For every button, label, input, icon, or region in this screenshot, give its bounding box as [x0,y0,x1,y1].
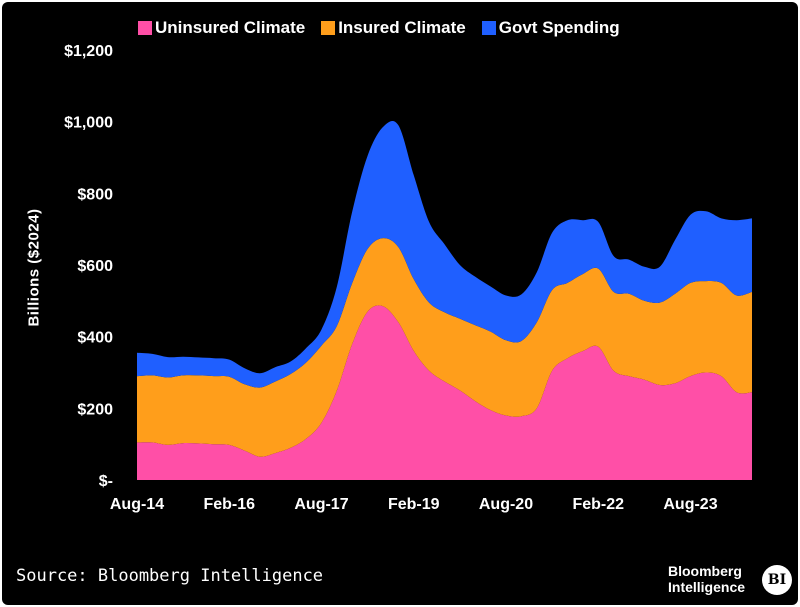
x-tick-label: Feb-16 [203,496,255,513]
source-note: Source: Bloomberg Intelligence [16,566,324,586]
legend-item-govt: Govt Spending [481,18,620,38]
y-tick-label: $1,000 [64,115,113,132]
legend-swatch-uninsured [138,21,152,35]
area-uninsured-climate [137,305,752,480]
y-tick-label: $400 [77,330,113,347]
area-insured-climate [137,238,752,457]
legend-swatch-insured [321,21,336,35]
legend-label-govt: Govt Spending [498,18,620,37]
legend-label-uninsured: Uninsured Climate [155,18,306,37]
y-axis-label: Billions ($2024) [25,208,43,327]
brand-wordmark: Bloomberg Intelligence [668,563,745,595]
legend-item-insured: Insured Climate [321,18,466,38]
y-tick-label: $1,200 [64,43,113,60]
y-tick-label: $800 [77,186,113,203]
x-tick-label: Feb-22 [572,496,624,513]
y-tick-label: $600 [77,258,113,275]
chart-legend: Uninsured Climate Insured Climate Govt S… [138,18,620,38]
x-tick-label: Aug-17 [294,496,348,513]
bi-logo-icon: BI [762,565,792,595]
y-tick-label: $- [99,473,113,490]
y-tick-label: $200 [77,401,113,418]
brand-line-2: Intelligence [668,579,746,595]
x-tick-label: Aug-20 [479,496,533,513]
area-govt-spending [137,120,752,388]
x-tick-label: Aug-23 [663,496,717,513]
brand-line-1: Bloomberg [668,563,742,579]
x-tick-label: Aug-14 [110,496,164,513]
legend-swatch-govt [481,21,496,35]
legend-item-uninsured: Uninsured Climate [138,18,305,38]
x-tick-label: Feb-19 [388,496,440,513]
legend-label-insured: Insured Climate [338,18,466,37]
